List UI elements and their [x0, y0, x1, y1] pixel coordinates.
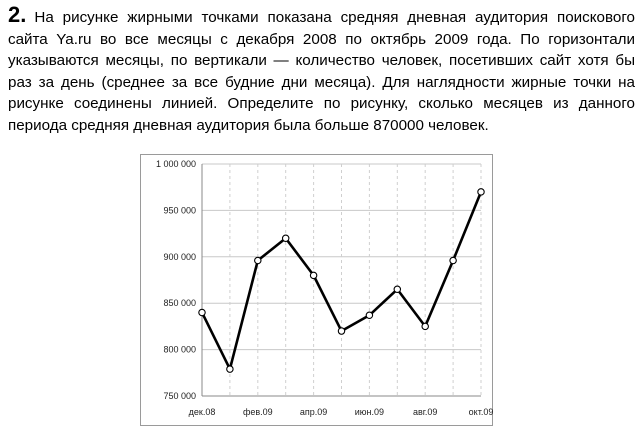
- data-point: [449, 256, 457, 265]
- x-tick-label: апр.09: [300, 407, 327, 417]
- y-tick-label: 900 000: [163, 252, 196, 262]
- data-point: [226, 365, 234, 373]
- data-point: [477, 188, 485, 196]
- data-point: [309, 271, 318, 280]
- problem-text: На рисунке жирными точками показана сред…: [8, 9, 635, 134]
- x-tick-label: дек.08: [189, 407, 216, 417]
- data-point: [365, 311, 374, 320]
- y-tick-label: 750 000: [163, 391, 196, 401]
- x-tick-label: фев.09: [243, 407, 273, 417]
- data-point: [337, 327, 346, 335]
- x-tick-label: авг.09: [413, 407, 437, 417]
- problem-number: 2.: [8, 2, 27, 27]
- y-tick-label: 800 000: [163, 345, 196, 355]
- x-tick-label: июн.09: [355, 407, 384, 417]
- x-tick-label: окт.09: [469, 407, 494, 417]
- data-point: [393, 285, 402, 294]
- chart-frame: [140, 154, 493, 426]
- data-point: [254, 256, 262, 265]
- y-tick-label: 850 000: [163, 298, 196, 308]
- problem-statement: 2. На рисунке жирными точками показана ср…: [8, 4, 635, 136]
- data-point: [198, 308, 206, 317]
- data-point: [281, 234, 290, 242]
- y-tick-label: 950 000: [163, 205, 196, 215]
- data-point: [421, 322, 429, 331]
- y-tick-label: 1 000 000: [156, 159, 196, 169]
